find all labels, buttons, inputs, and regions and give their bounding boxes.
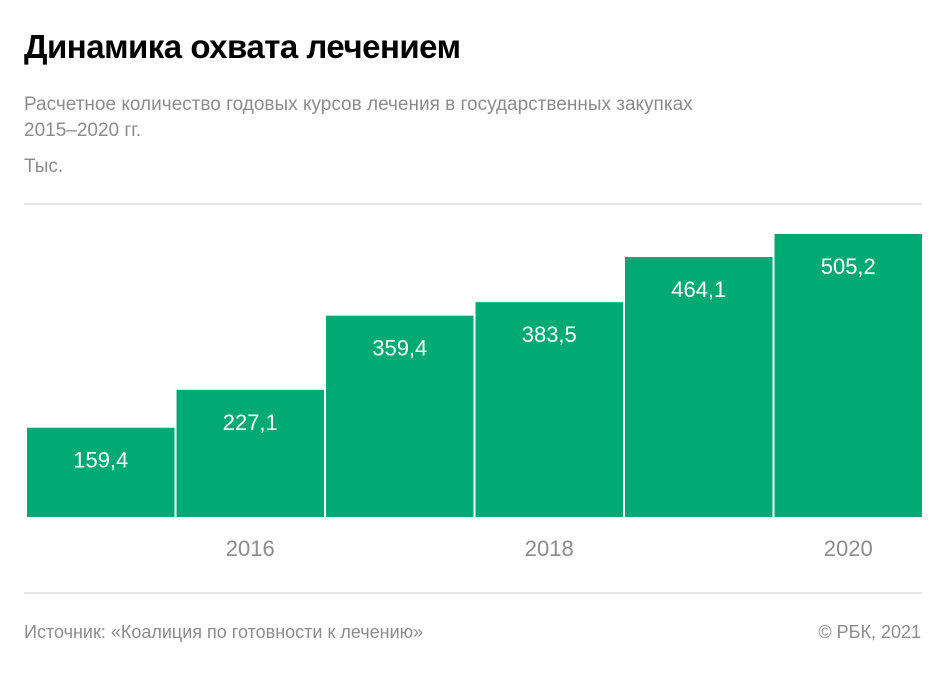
source-note: Источник: «Коалиция по готовности к лече… [24,622,424,642]
bar-chart: 159,4 227,1 2016 359,4 383,5 2018 464,1 505,2 20… [27,234,922,561]
bar-2015 [27,427,175,517]
bar-2016 [176,389,324,517]
bar-value-label: 464,1 [671,277,726,302]
bar-2019 [625,257,773,517]
bar-value-label: 159,4 [73,448,128,473]
bar-2017 [326,315,474,517]
chart-subtitle: Расчетное количество годовых курсов лече… [24,94,693,141]
bar-value-label: 359,4 [372,336,427,361]
x-tick-label: 2018 [525,536,574,561]
bar-2018 [475,302,623,517]
bottom-divider [24,592,922,594]
chart-title: Динамика охвата лечением [24,28,461,65]
bar-2020 [774,234,922,517]
x-tick-label: 2016 [226,536,275,561]
bar-value-label: 227,1 [223,410,278,435]
unit-label: Тыс. [24,156,64,177]
copyright: © РБК, 2021 [818,622,921,642]
x-tick-label: 2020 [824,536,873,561]
bar-value-label: 383,5 [522,322,577,347]
top-divider [24,203,922,205]
bar-value-label: 505,2 [821,254,876,279]
